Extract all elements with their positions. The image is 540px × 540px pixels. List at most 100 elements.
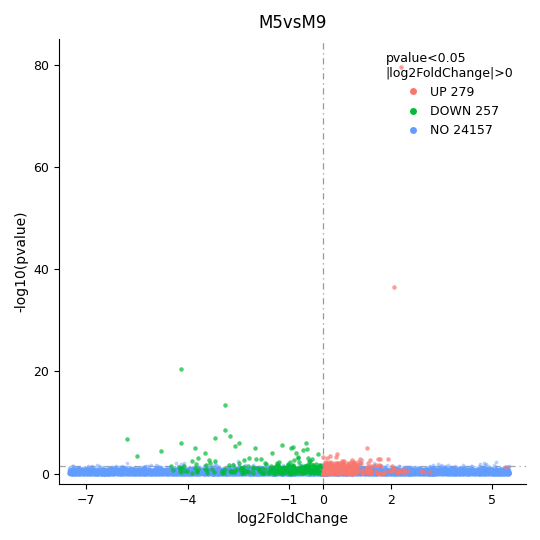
Point <box>187 468 196 476</box>
Point <box>171 469 179 478</box>
Point <box>199 468 207 476</box>
Point <box>94 469 103 477</box>
Point <box>172 469 181 477</box>
Point <box>191 469 199 478</box>
Point <box>485 468 494 476</box>
Point <box>482 467 491 475</box>
Point <box>127 466 136 475</box>
Point <box>364 462 373 471</box>
Point <box>146 469 154 477</box>
Point <box>400 469 408 477</box>
Point <box>413 467 422 476</box>
Point <box>469 465 477 474</box>
Point <box>132 469 140 478</box>
Point <box>448 467 456 476</box>
Point <box>126 469 134 478</box>
Point <box>124 467 133 476</box>
Point <box>276 469 285 477</box>
Point <box>367 468 375 477</box>
Point <box>405 469 414 477</box>
Point <box>213 468 222 477</box>
Point <box>239 465 247 474</box>
Point <box>80 469 89 477</box>
Point <box>194 469 203 478</box>
Point <box>193 469 202 477</box>
Point <box>166 469 175 477</box>
Point <box>463 466 471 475</box>
Point <box>73 469 82 478</box>
Point <box>309 469 318 477</box>
Point <box>202 469 211 478</box>
Point <box>140 468 149 477</box>
Point <box>174 468 183 477</box>
Point <box>207 469 216 478</box>
Point <box>393 468 401 477</box>
Point <box>352 469 361 478</box>
Point <box>205 465 214 474</box>
Point <box>397 468 406 477</box>
Point <box>368 468 376 477</box>
Point <box>188 468 197 476</box>
Point <box>187 468 196 476</box>
Point <box>129 466 137 475</box>
Point <box>364 468 373 477</box>
Point <box>447 469 456 478</box>
Point <box>440 467 448 476</box>
Point <box>238 469 246 477</box>
Point <box>139 469 148 478</box>
Point <box>89 468 98 476</box>
Point <box>453 469 462 478</box>
Point <box>71 469 80 477</box>
Point <box>352 468 361 477</box>
Point <box>454 469 462 478</box>
Point <box>464 469 472 477</box>
Point <box>79 465 87 474</box>
Point <box>271 469 279 477</box>
Point <box>130 468 138 477</box>
Point <box>188 466 197 475</box>
Point <box>361 466 370 475</box>
Point <box>310 469 319 478</box>
Point <box>255 467 264 476</box>
Point <box>456 469 464 477</box>
Point <box>441 469 450 477</box>
Point <box>333 469 341 477</box>
Point <box>377 469 386 477</box>
Point <box>205 469 214 477</box>
Point <box>134 468 143 477</box>
Point <box>308 469 316 477</box>
Point <box>418 469 427 478</box>
Point <box>410 469 418 477</box>
Point <box>429 469 438 477</box>
Point <box>456 468 465 477</box>
Point <box>94 468 103 477</box>
Point <box>352 467 361 475</box>
Point <box>443 466 452 475</box>
Point <box>87 468 96 476</box>
Point <box>220 469 228 478</box>
Point <box>399 468 408 476</box>
Point <box>281 467 289 476</box>
Point <box>204 469 213 478</box>
Point <box>458 468 467 476</box>
Point <box>435 469 444 478</box>
Point <box>409 469 417 478</box>
Point <box>228 469 237 478</box>
Point <box>308 468 317 477</box>
Point <box>311 469 320 477</box>
Point <box>416 468 425 476</box>
Point <box>332 469 340 477</box>
Point <box>338 469 346 478</box>
Point <box>166 469 174 477</box>
Point <box>305 468 313 477</box>
Point <box>119 469 127 478</box>
Point <box>68 469 77 477</box>
Point <box>245 469 254 477</box>
Point <box>360 469 369 477</box>
Point <box>106 469 115 477</box>
Point <box>400 469 408 478</box>
Point <box>301 466 309 475</box>
Point <box>386 469 395 477</box>
Point <box>227 468 236 477</box>
Point <box>220 467 229 475</box>
